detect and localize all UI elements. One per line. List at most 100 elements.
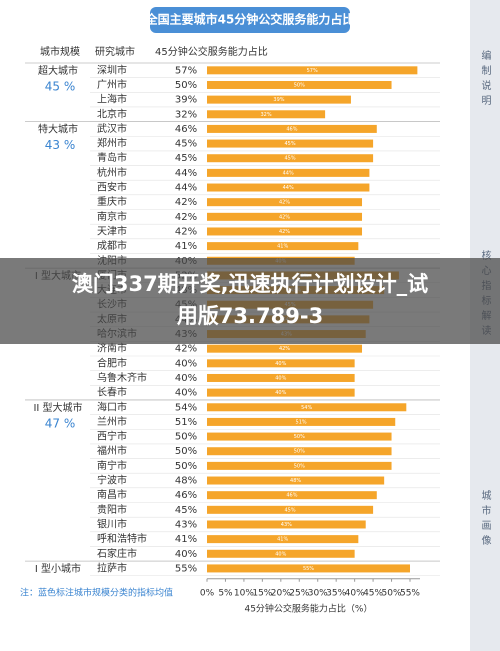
group-mean: 43 % [45, 138, 76, 152]
group-name: I 型小城市 [35, 562, 81, 575]
bar [207, 549, 355, 558]
bar [207, 373, 355, 382]
city-label: 北京市 [97, 107, 127, 120]
percent-label: 57% [175, 65, 197, 76]
x-tick-label: 30% [308, 588, 328, 598]
bar [207, 95, 351, 104]
column-header: 45分钟公交服务能力占比 [155, 45, 268, 58]
bar-label: 50% [294, 82, 305, 88]
percent-label: 42% [175, 226, 197, 237]
overlay-band [0, 258, 500, 344]
percent-label: 55% [175, 563, 197, 574]
bar-label: 50% [294, 449, 305, 455]
city-label: 拉萨市 [97, 561, 127, 574]
group-name: 特大城市 [38, 123, 78, 136]
bar-label: 54% [301, 405, 312, 411]
bar-label: 46% [286, 493, 297, 499]
x-tick-label: 45% [363, 588, 383, 598]
bar-label: 55% [303, 566, 314, 572]
bar-label: 39% [273, 97, 284, 103]
bar [207, 227, 363, 236]
bar-label: 41% [277, 537, 288, 543]
x-tick-label: 15% [252, 588, 272, 598]
bar [207, 535, 359, 544]
city-label: 宁波市 [97, 474, 127, 487]
title-box [150, 7, 350, 33]
city-label: 南宁市 [97, 459, 127, 472]
city-label: 石家庄市 [97, 547, 137, 560]
chart-title: 全国主要城市45分钟公交服务能力占比 [145, 12, 355, 27]
group-name: 超大城市 [38, 64, 78, 77]
percent-label: 51% [175, 417, 197, 428]
bar [207, 461, 392, 470]
city-label: 上海市 [97, 93, 127, 106]
x-tick-label: 25% [289, 588, 309, 598]
x-tick-label: 10% [234, 588, 254, 598]
bar-label: 50% [294, 463, 305, 469]
bar [207, 388, 355, 397]
city-label: 合肥市 [97, 356, 127, 369]
column-header: 城市规模 [40, 45, 80, 58]
bar-label: 45% [284, 507, 295, 513]
bar-label: 46% [286, 126, 297, 132]
percent-label: 40% [175, 373, 197, 384]
group-mean: 47 % [45, 416, 76, 430]
bar [207, 139, 374, 148]
city-label: 海口市 [97, 400, 127, 413]
city-label: 郑州市 [97, 137, 127, 150]
bar [207, 564, 410, 573]
note: 注：蓝色标注城市规模分类的指标均值 [20, 586, 173, 598]
percent-label: 39% [175, 95, 197, 106]
city-label: 南昌市 [97, 488, 127, 501]
bar [207, 505, 374, 514]
city-label: 成都市 [97, 239, 127, 252]
bar [207, 447, 392, 456]
percent-label: 32% [175, 109, 197, 120]
city-label: 广州市 [97, 78, 127, 91]
percent-label: 50% [175, 432, 197, 443]
percent-label: 40% [175, 358, 197, 369]
bar [207, 212, 363, 221]
percent-label: 50% [175, 461, 197, 472]
percent-label: 40% [175, 549, 197, 560]
bar-label: 50% [294, 434, 305, 440]
x-tick-label: 55% [400, 588, 420, 598]
bar [207, 344, 363, 353]
city-label: 深圳市 [97, 63, 127, 76]
percent-label: 42% [175, 212, 197, 223]
bar [207, 491, 377, 500]
bar [207, 124, 377, 133]
bar-label: 45% [284, 141, 295, 147]
percent-label: 46% [175, 124, 197, 135]
bar-label: 44% [283, 185, 294, 191]
side-tab: 城市画像 [479, 490, 491, 550]
percent-label: 44% [175, 168, 197, 179]
bar-label: 32% [260, 112, 271, 118]
percent-label: 50% [175, 80, 197, 91]
bar [207, 520, 366, 529]
bar [207, 242, 359, 251]
bar-label: 51% [296, 419, 307, 425]
bar [207, 359, 355, 368]
percent-label: 43% [175, 519, 197, 530]
city-label: 呼和浩特市 [97, 532, 147, 545]
percent-label: 45% [175, 139, 197, 150]
bar [207, 476, 385, 485]
city-label: 福州市 [97, 444, 127, 457]
bar-label: 45% [284, 156, 295, 162]
bar-label: 43% [281, 522, 292, 528]
bar [207, 183, 370, 192]
city-label: 济南市 [97, 342, 127, 355]
bar-label: 57% [307, 68, 318, 74]
x-tick-label: 40% [345, 588, 365, 598]
percent-label: 45% [175, 505, 197, 516]
bar-label: 42% [279, 200, 290, 206]
city-label: 西宁市 [97, 430, 127, 443]
column-header: 研究城市 [95, 45, 135, 58]
percent-label: 42% [175, 344, 197, 355]
bar [207, 80, 392, 89]
bar-label: 48% [290, 478, 301, 484]
bar [207, 110, 326, 119]
